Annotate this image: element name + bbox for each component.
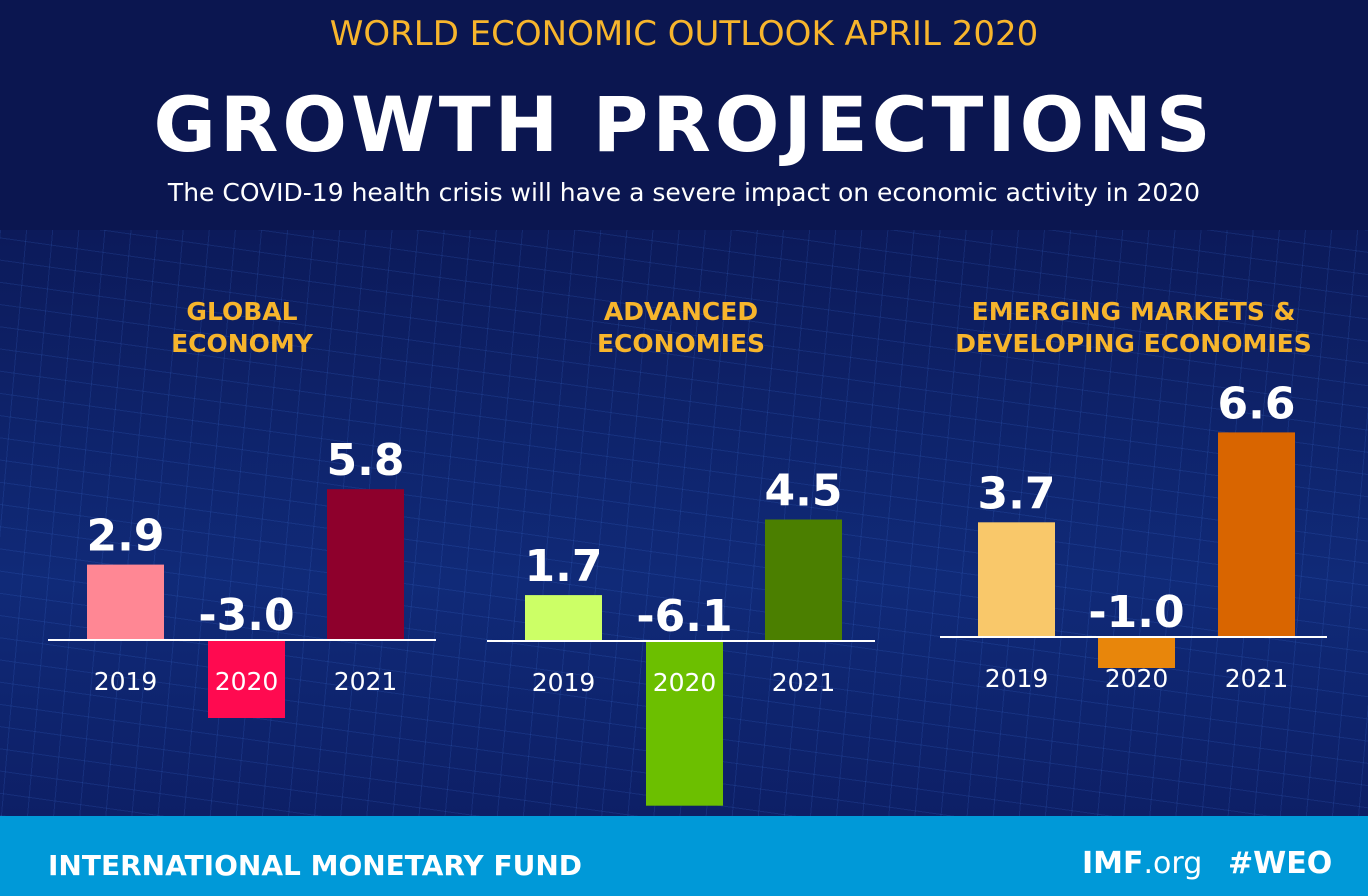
- year-label: 2020: [1105, 664, 1169, 693]
- year-label: 2019: [532, 668, 596, 697]
- value-label: 4.5: [765, 466, 843, 517]
- website-link[interactable]: IMF.org: [1082, 846, 1202, 881]
- year-label: 2021: [334, 667, 398, 696]
- bar-2021: [1218, 432, 1295, 637]
- value-label: 1.7: [525, 541, 603, 592]
- panel-title: ECONOMY: [171, 329, 314, 358]
- value-label: -3.0: [198, 590, 294, 641]
- year-label: 2020: [653, 668, 717, 697]
- value-label: -6.1: [636, 591, 732, 642]
- year-label: 2019: [94, 667, 158, 696]
- panel-title: GLOBAL: [186, 297, 297, 326]
- page-title: GROWTH PROJECTIONS: [153, 80, 1215, 169]
- year-label: 2020: [215, 667, 279, 696]
- value-label: -1.0: [1088, 587, 1184, 638]
- year-label: 2019: [985, 664, 1049, 693]
- subtitle: The COVID-19 health crisis will have a s…: [167, 178, 1201, 207]
- site-rest: .org: [1143, 846, 1203, 881]
- bar-2019: [525, 595, 602, 641]
- panel-title: DEVELOPING ECONOMIES: [955, 329, 1311, 358]
- hashtag: #WEO: [1228, 846, 1333, 881]
- bar-2021: [327, 489, 404, 640]
- supertitle: WORLD ECONOMIC OUTLOOK APRIL 2020: [329, 14, 1039, 54]
- year-label: 2021: [772, 668, 836, 697]
- value-label: 6.6: [1218, 378, 1296, 429]
- org-name: INTERNATIONAL MONETARY FUND: [48, 849, 582, 882]
- panel-title: ADVANCED: [604, 297, 758, 326]
- value-label: 3.7: [978, 468, 1056, 519]
- value-label: 2.9: [87, 511, 165, 562]
- bar-2021: [765, 519, 842, 641]
- charts: GLOBAL ECONOMY 2.9 2019 -3.0 2020 5.8 2021 ADVAN…: [48, 297, 1327, 806]
- footer: INTERNATIONAL MONETARY FUND IMF.org #WEO: [0, 816, 1368, 896]
- bar-2019: [87, 564, 164, 640]
- panel-title: EMERGING MARKETS &: [972, 297, 1296, 326]
- value-label: 5.8: [327, 435, 405, 486]
- year-label: 2021: [1225, 664, 1289, 693]
- panel-title: ECONOMIES: [597, 329, 765, 358]
- bar-2020: [208, 640, 285, 718]
- bar-2019: [978, 522, 1055, 637]
- site-bold: IMF: [1082, 846, 1144, 881]
- bar-2020: [1098, 637, 1175, 668]
- bar-2020: [646, 641, 723, 806]
